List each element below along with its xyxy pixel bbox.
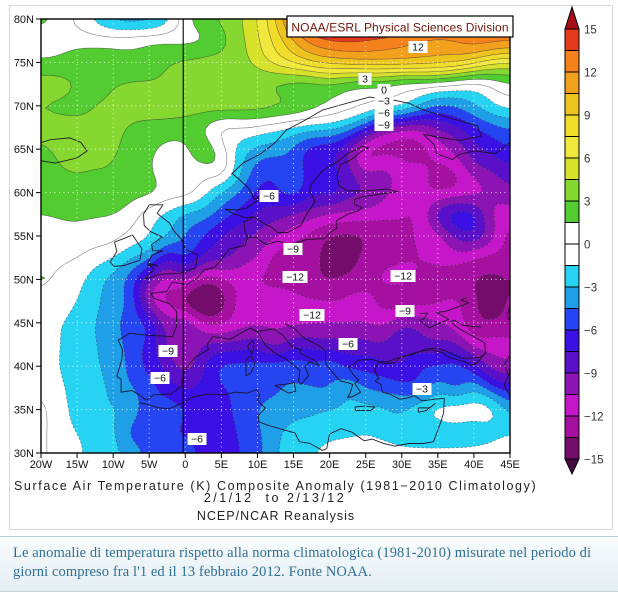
svg-text:10W: 10W xyxy=(102,459,125,471)
svg-text:75N: 75N xyxy=(14,57,34,69)
svg-text:NOAA/ESRL Physical Sciences Di: NOAA/ESRL Physical Sciences Division xyxy=(291,21,508,35)
svg-text:−6: −6 xyxy=(154,373,166,385)
svg-text:3: 3 xyxy=(362,74,368,86)
svg-text:5E: 5E xyxy=(215,459,228,471)
svg-text:−6: −6 xyxy=(342,339,354,351)
svg-text:20W: 20W xyxy=(30,459,53,471)
svg-text:3: 3 xyxy=(584,197,590,209)
svg-text:80N: 80N xyxy=(14,14,34,26)
svg-text:−6: −6 xyxy=(584,326,597,338)
svg-text:−9: −9 xyxy=(584,369,597,381)
svg-text:6: 6 xyxy=(584,154,590,166)
svg-text:0: 0 xyxy=(381,85,387,97)
svg-text:−3: −3 xyxy=(416,384,428,396)
svg-text:Surface Air Temperature (K) Co: Surface Air Temperature (K) Composite An… xyxy=(14,479,537,493)
svg-text:NCEP/NCAR Reanalysis: NCEP/NCAR Reanalysis xyxy=(197,509,355,523)
svg-text:60N: 60N xyxy=(14,188,34,200)
svg-text:−6: −6 xyxy=(378,108,390,120)
svg-text:−12: −12 xyxy=(286,272,304,284)
svg-text:−9: −9 xyxy=(399,306,411,318)
svg-text:−12: −12 xyxy=(394,271,412,283)
svg-text:30N: 30N xyxy=(14,448,34,460)
svg-text:20E: 20E xyxy=(320,459,340,471)
svg-text:65N: 65N xyxy=(14,144,34,156)
svg-text:40E: 40E xyxy=(464,459,484,471)
svg-text:10E: 10E xyxy=(248,459,268,471)
svg-text:15W: 15W xyxy=(66,459,89,471)
svg-text:5W: 5W xyxy=(141,459,158,471)
svg-text:2/1/12 to 2/13/12: 2/1/12 to 2/13/12 xyxy=(204,491,346,505)
svg-text:15: 15 xyxy=(584,25,597,37)
svg-text:−12: −12 xyxy=(303,310,321,322)
svg-text:25E: 25E xyxy=(356,459,376,471)
svg-text:35E: 35E xyxy=(428,459,448,471)
svg-text:−6: −6 xyxy=(191,434,203,446)
svg-text:40N: 40N xyxy=(14,361,34,373)
svg-text:55N: 55N xyxy=(14,231,34,243)
svg-text:−9: −9 xyxy=(162,346,174,358)
svg-text:45N: 45N xyxy=(14,318,34,330)
svg-text:−12: −12 xyxy=(584,412,604,424)
svg-text:45E: 45E xyxy=(500,459,520,471)
svg-text:0: 0 xyxy=(182,459,188,471)
svg-text:−3: −3 xyxy=(378,96,390,108)
svg-text:70N: 70N xyxy=(14,101,34,113)
svg-text:9: 9 xyxy=(584,111,590,123)
svg-text:12: 12 xyxy=(584,68,597,80)
svg-text:50N: 50N xyxy=(14,274,34,286)
svg-text:−6: −6 xyxy=(263,191,275,203)
svg-text:0: 0 xyxy=(584,240,590,252)
svg-text:−9: −9 xyxy=(378,120,390,132)
svg-text:30E: 30E xyxy=(392,459,412,471)
svg-text:−15: −15 xyxy=(584,455,604,467)
svg-text:35N: 35N xyxy=(14,405,34,417)
svg-text:−9: −9 xyxy=(287,244,299,256)
svg-text:12: 12 xyxy=(412,42,424,54)
svg-text:−3: −3 xyxy=(584,283,597,295)
svg-text:15E: 15E xyxy=(284,459,304,471)
